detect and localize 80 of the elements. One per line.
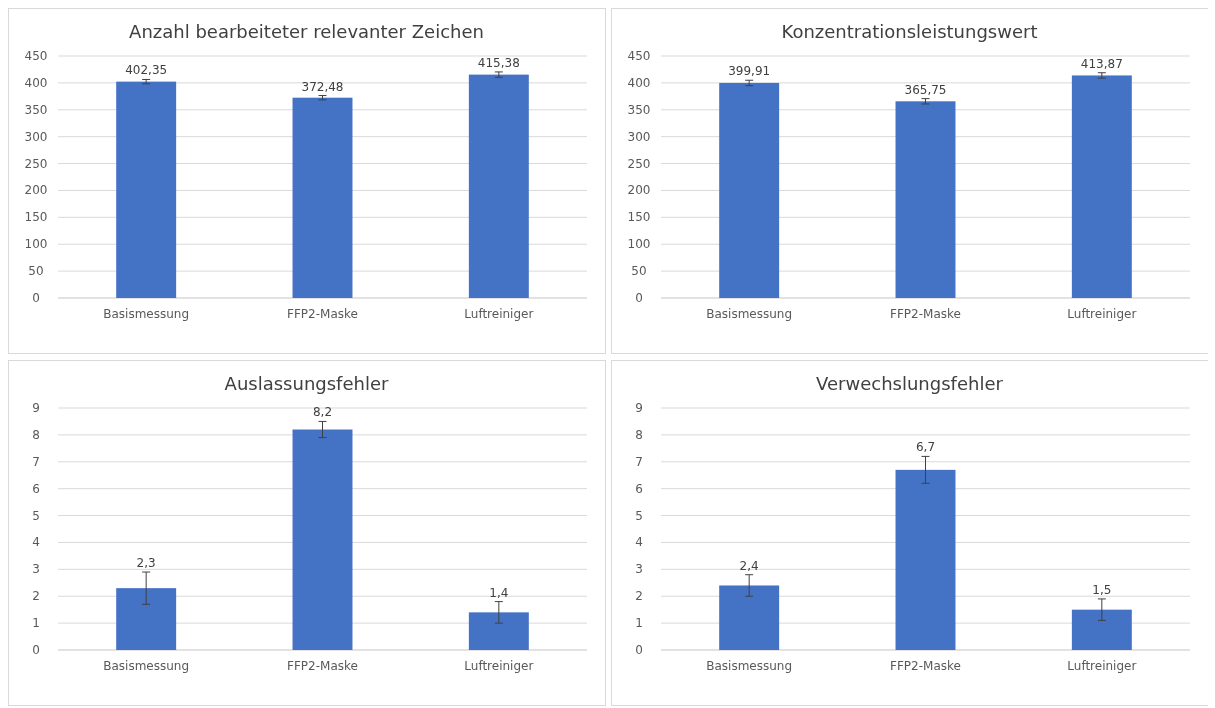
y-tick-label: 2	[32, 589, 40, 604]
bar	[468, 612, 529, 650]
data-label: 413,87	[1080, 56, 1123, 71]
bar	[719, 585, 780, 650]
data-label: 399,91	[728, 64, 771, 79]
y-tick-label: 200	[24, 183, 48, 198]
bar	[292, 429, 353, 650]
bar	[468, 74, 529, 298]
data-label: 372,48	[301, 79, 344, 94]
x-tick-label: Basismessung	[103, 659, 190, 673]
data-label: 1,4	[489, 585, 509, 600]
y-tick-label: 100	[627, 237, 651, 252]
data-label: 415,38	[477, 55, 520, 70]
y-tick-label: 5	[635, 508, 643, 523]
y-tick-label: 250	[24, 156, 48, 171]
chart-title: Anzahl bearbeiteter relevanter Zeichen	[129, 21, 484, 42]
bar	[116, 81, 177, 298]
y-tick-label: 8	[635, 427, 643, 442]
y-tick-label: 9	[32, 401, 40, 415]
y-tick-label: 400	[24, 75, 48, 90]
chart-title: Konzentrationsleistungswert	[781, 21, 1038, 42]
y-tick-label: 300	[627, 129, 651, 144]
x-tick-label: FFP2-Maske	[890, 307, 961, 321]
bar	[1071, 75, 1132, 298]
y-tick-label: 8	[32, 427, 40, 442]
y-tick-label: 7	[635, 454, 643, 469]
y-tick-label: 2	[635, 589, 643, 604]
bar	[895, 469, 956, 650]
chart-title: Auslassungsfehler	[224, 373, 389, 394]
x-tick-label: Luftreiniger	[464, 659, 534, 673]
y-tick-label: 5	[32, 508, 40, 523]
bar	[292, 97, 353, 298]
y-tick-label: 0	[32, 291, 40, 305]
x-tick-label: FFP2-Maske	[287, 307, 358, 321]
y-tick-label: 150	[24, 210, 48, 225]
y-tick-label: 200	[627, 183, 651, 198]
y-tick-label: 50	[631, 264, 647, 279]
y-tick-label: 50	[28, 264, 44, 279]
y-tick-label: 150	[627, 210, 651, 225]
data-label: 1,5	[1092, 582, 1112, 597]
y-tick-label: 3	[32, 562, 40, 577]
y-tick-label: 0	[32, 643, 40, 657]
y-tick-label: 6	[635, 481, 643, 496]
y-tick-label: 0	[635, 291, 643, 305]
y-tick-label: 100	[24, 237, 48, 252]
y-tick-label: 250	[627, 156, 651, 171]
y-tick-label: 0	[635, 643, 643, 657]
y-tick-label: 350	[627, 102, 651, 117]
y-tick-label: 9	[635, 401, 643, 415]
y-tick-label: 1	[32, 616, 40, 631]
data-label: 2,3	[136, 556, 156, 571]
y-tick-label: 1	[635, 616, 643, 631]
y-tick-label: 300	[24, 129, 48, 144]
x-tick-label: FFP2-Maske	[287, 659, 358, 673]
data-label: 402,35	[125, 63, 168, 78]
x-tick-label: Luftreiniger	[1067, 659, 1137, 673]
chart-title: Verwechslungsfehler	[816, 373, 1004, 394]
bar	[1071, 609, 1132, 650]
data-label: 8,2	[312, 405, 333, 420]
x-tick-label: Basismessung	[103, 307, 190, 321]
data-label: 6,7	[915, 440, 936, 455]
x-tick-label: Luftreiniger	[464, 307, 534, 321]
x-tick-label: Basismessung	[706, 659, 793, 673]
y-tick-label: 3	[635, 562, 643, 577]
bar	[116, 588, 177, 650]
data-label: 2,4	[739, 558, 759, 573]
x-tick-label: Luftreiniger	[1067, 307, 1137, 321]
x-tick-label: Basismessung	[706, 307, 793, 321]
y-tick-label: 7	[32, 454, 40, 469]
y-tick-label: 6	[32, 481, 40, 496]
y-tick-label: 450	[627, 49, 651, 63]
y-tick-label: 4	[635, 535, 643, 550]
y-tick-label: 350	[24, 102, 48, 117]
x-tick-label: FFP2-Maske	[890, 659, 961, 673]
bar	[719, 82, 780, 298]
y-tick-label: 450	[24, 49, 48, 63]
y-tick-label: 400	[627, 75, 651, 90]
data-label: 365,75	[904, 82, 947, 97]
bar	[895, 101, 956, 298]
y-tick-label: 4	[32, 535, 40, 550]
